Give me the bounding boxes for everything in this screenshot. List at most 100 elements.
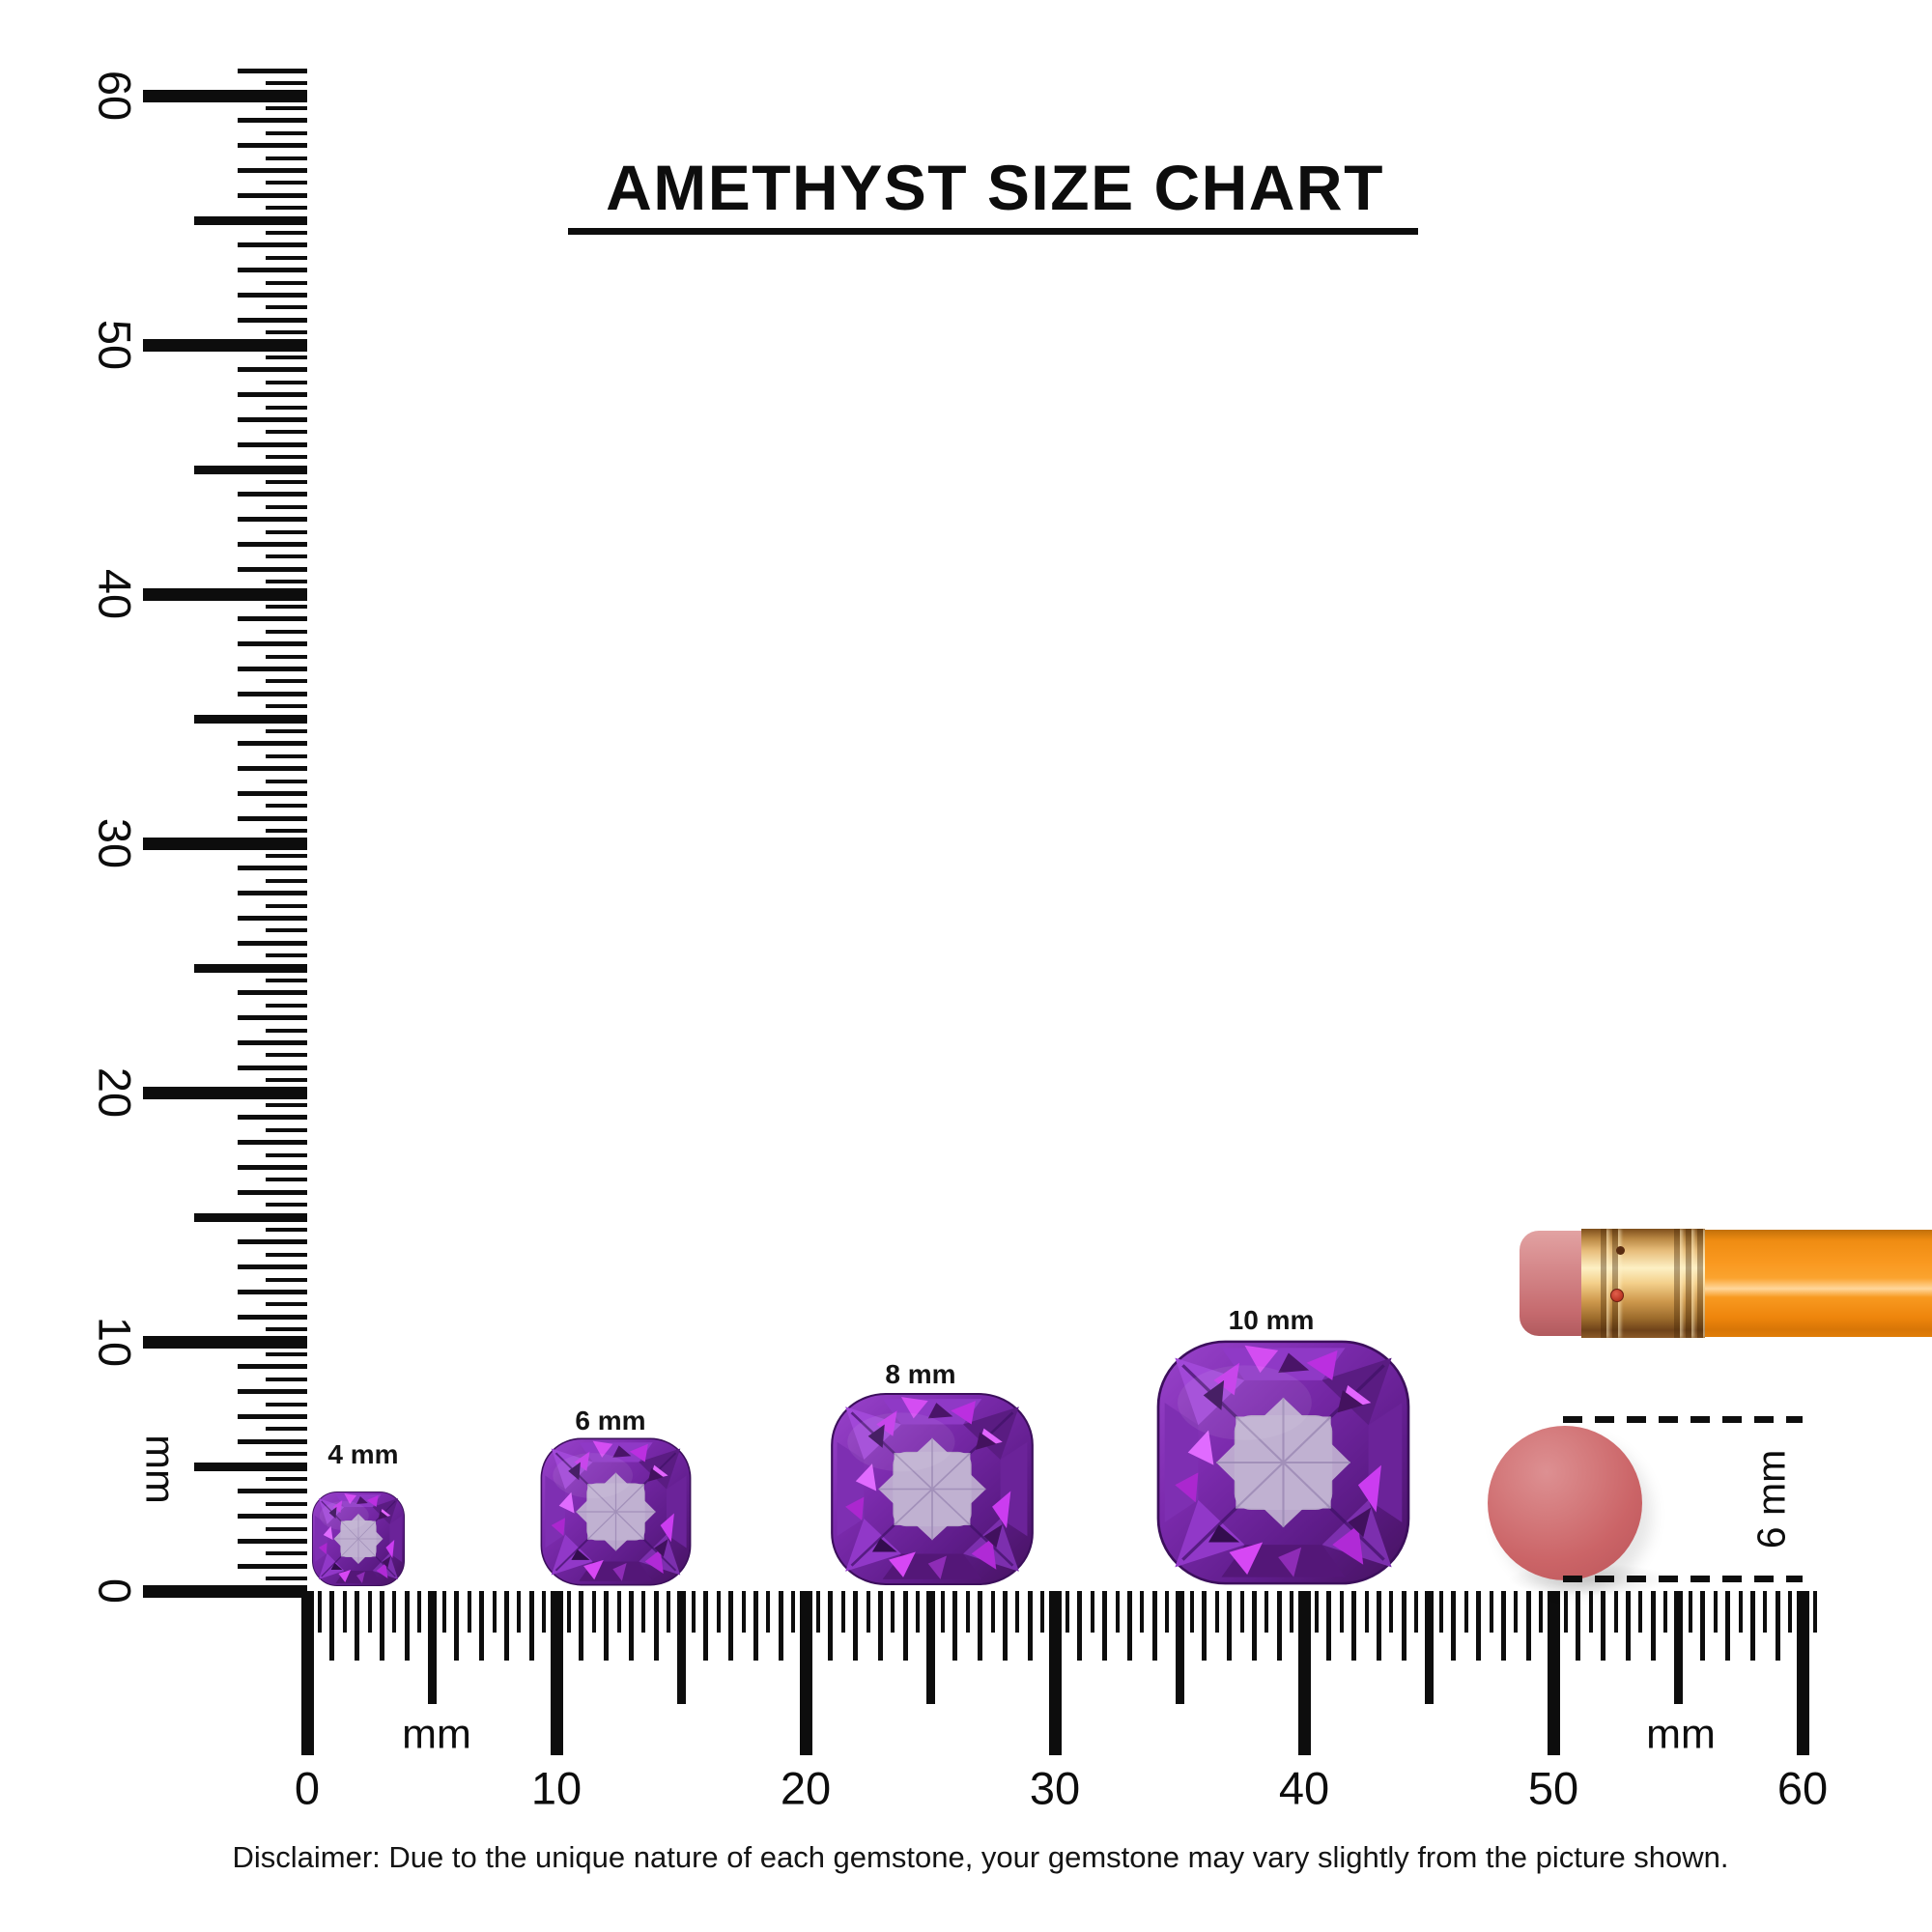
- amethyst-gem-6mm: [539, 1436, 693, 1587]
- horizontal-ruler-tick-one: [902, 1591, 908, 1661]
- horizontal-ruler-tick-half: [716, 1591, 721, 1633]
- horizontal-ruler-tick-one: [978, 1591, 983, 1661]
- vertical-ruler-tick-one: [238, 317, 307, 323]
- horizontal-ruler-tick-half: [1812, 1591, 1817, 1633]
- vertical-ruler-tick-one: [238, 1189, 307, 1195]
- vertical-ruler-tick-major: [143, 587, 307, 601]
- ferrule-rivet-dot: [1616, 1246, 1625, 1255]
- horizontal-ruler-tick-half: [1239, 1591, 1244, 1633]
- vertical-ruler-tick-one: [238, 866, 307, 871]
- dimension-dashed-line-top: [1563, 1416, 1803, 1423]
- vertical-ruler-tick-one: [238, 1514, 307, 1520]
- horizontal-ruler-tick-half: [1364, 1591, 1369, 1633]
- vertical-ruler-tick-half: [266, 728, 307, 733]
- vertical-ruler-tick-half: [266, 181, 307, 185]
- vertical-ruler-tick-one: [238, 192, 307, 198]
- vertical-ruler-tick-half: [266, 81, 307, 86]
- eraser-end-circle: [1488, 1426, 1642, 1580]
- vertical-ruler-tick-one: [238, 492, 307, 497]
- vertical-ruler-tick-one: [238, 1413, 307, 1419]
- horizontal-ruler-tick-mid: [1673, 1591, 1683, 1704]
- horizontal-ruler-unit-label-right: mm: [1646, 1711, 1716, 1758]
- horizontal-ruler-tick-half: [1563, 1591, 1568, 1633]
- vertical-ruler-number: 10: [89, 1316, 141, 1368]
- vertical-ruler-tick-major: [143, 1086, 307, 1099]
- vertical-ruler-tick-one: [238, 741, 307, 747]
- horizontal-ruler-tick-half: [591, 1591, 596, 1633]
- vertical-ruler-tick-half: [266, 878, 307, 883]
- vertical-ruler-tick-half: [266, 105, 307, 110]
- horizontal-ruler-tick-half: [1065, 1591, 1069, 1633]
- horizontal-ruler-tick-half: [1189, 1591, 1194, 1633]
- horizontal-ruler-tick-half: [342, 1591, 347, 1633]
- horizontal-ruler-tick-mid: [427, 1591, 437, 1704]
- vertical-ruler-tick-mid: [194, 714, 307, 724]
- ferrule-crimp: [1612, 1229, 1618, 1338]
- vertical-ruler-tick-one: [238, 1489, 307, 1494]
- vertical-ruler-tick-half: [266, 1053, 307, 1058]
- dimension-dashed-line-bottom: [1563, 1576, 1803, 1582]
- vertical-ruler-tick-mid: [194, 1212, 307, 1222]
- vertical-ruler-tick-half: [266, 1402, 307, 1406]
- vertical-ruler-tick-one: [238, 1364, 307, 1370]
- vertical-ruler-tick-half: [266, 1178, 307, 1182]
- amethyst-gem-4mm: [311, 1491, 406, 1587]
- horizontal-ruler-tick-half: [1290, 1591, 1294, 1633]
- horizontal-ruler-tick-one: [1401, 1591, 1406, 1661]
- horizontal-ruler-tick-one: [1525, 1591, 1531, 1661]
- horizontal-ruler-tick-half: [741, 1591, 746, 1633]
- horizontal-ruler-tick-one: [503, 1591, 509, 1661]
- vertical-ruler-tick-half: [266, 130, 307, 135]
- vertical-ruler-tick-one: [238, 118, 307, 124]
- vertical-ruler-tick-one: [238, 1239, 307, 1245]
- horizontal-ruler-number: 10: [530, 1762, 582, 1814]
- gem-illustration: [311, 1491, 406, 1587]
- eraser-diameter-label: 6 mm: [1748, 1449, 1794, 1549]
- vertical-ruler-tick-one: [238, 242, 307, 248]
- horizontal-ruler-tick-half: [1763, 1591, 1768, 1633]
- vertical-ruler-tick-half: [266, 1377, 307, 1381]
- horizontal-ruler-tick-half: [1463, 1591, 1468, 1633]
- horizontal-ruler-tick-half: [691, 1591, 696, 1633]
- vertical-ruler-tick-one: [238, 1389, 307, 1395]
- horizontal-ruler-tick-half: [367, 1591, 372, 1633]
- page-title: AMETHYST SIZE CHART: [606, 152, 1384, 223]
- horizontal-ruler-tick-half: [1339, 1591, 1344, 1633]
- disclaimer-text: Disclaimer: Due to the unique nature of …: [232, 1840, 1729, 1874]
- gem-illustration: [830, 1392, 1035, 1586]
- vertical-ruler-tick-half: [266, 355, 307, 359]
- vertical-ruler-tick-one: [238, 1538, 307, 1544]
- horizontal-ruler-tick-one: [1077, 1591, 1083, 1661]
- horizontal-ruler-tick-one: [653, 1591, 659, 1661]
- vertical-ruler-tick-half: [266, 1351, 307, 1356]
- horizontal-ruler-tick-half: [1115, 1591, 1120, 1633]
- vertical-ruler-number: 0: [89, 1577, 141, 1605]
- vertical-ruler-tick-half: [266, 604, 307, 609]
- vertical-ruler-tick-half: [266, 504, 307, 509]
- horizontal-ruler-tick-half: [1015, 1591, 1020, 1633]
- vertical-ruler-tick-half: [266, 1003, 307, 1008]
- horizontal-ruler-tick-one: [1151, 1591, 1157, 1661]
- horizontal-ruler-tick-one: [604, 1591, 610, 1661]
- vertical-ruler-tick-half: [266, 978, 307, 982]
- vertical-ruler-tick-one: [238, 691, 307, 696]
- title-underline: [568, 228, 1418, 235]
- horizontal-ruler-number: 20: [780, 1762, 832, 1814]
- vertical-ruler-tick-half: [266, 1028, 307, 1033]
- horizontal-ruler-tick-one: [1451, 1591, 1457, 1661]
- vertical-ruler-tick-half: [266, 380, 307, 384]
- horizontal-ruler-tick-one: [1625, 1591, 1631, 1661]
- horizontal-ruler-tick-one: [1351, 1591, 1357, 1661]
- horizontal-ruler-tick-one: [1775, 1591, 1780, 1661]
- vertical-ruler-tick-one: [238, 990, 307, 996]
- horizontal-ruler-tick-one: [1276, 1591, 1282, 1661]
- gem-size-label: 8 mm: [885, 1359, 956, 1389]
- amethyst-gem-8mm: [829, 1391, 1036, 1587]
- horizontal-ruler-tick-half: [392, 1591, 397, 1633]
- pencil-body: [1705, 1230, 1932, 1337]
- vertical-ruler-tick-one: [238, 416, 307, 422]
- horizontal-ruler-tick-one: [1601, 1591, 1606, 1661]
- horizontal-ruler-tick-mid: [925, 1591, 935, 1704]
- horizontal-ruler-tick-one: [1002, 1591, 1008, 1661]
- horizontal-ruler-tick-half: [1738, 1591, 1743, 1633]
